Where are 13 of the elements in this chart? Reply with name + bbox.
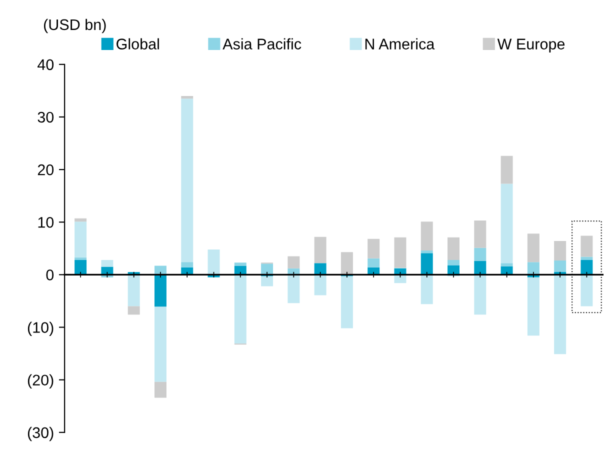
y-tick-label: (30) bbox=[28, 426, 54, 442]
y-tick-label: 40 bbox=[38, 59, 54, 70]
legend-label: Global bbox=[116, 38, 159, 50]
y-tick-label: 20 bbox=[38, 164, 54, 176]
y-tick-label: 10 bbox=[38, 216, 54, 228]
y-tick-label: (10) bbox=[28, 322, 54, 336]
legend-label: Asia Pacific bbox=[222, 38, 302, 50]
y-tick-label: 0 bbox=[46, 270, 54, 280]
y-axis-title: (USD bn) bbox=[44, 18, 106, 34]
legend-label: W Europe bbox=[497, 38, 565, 52]
y-tick-label: 30 bbox=[38, 112, 54, 123]
legend-label: N America bbox=[365, 38, 435, 50]
y-tick-label: (20) bbox=[28, 374, 54, 389]
